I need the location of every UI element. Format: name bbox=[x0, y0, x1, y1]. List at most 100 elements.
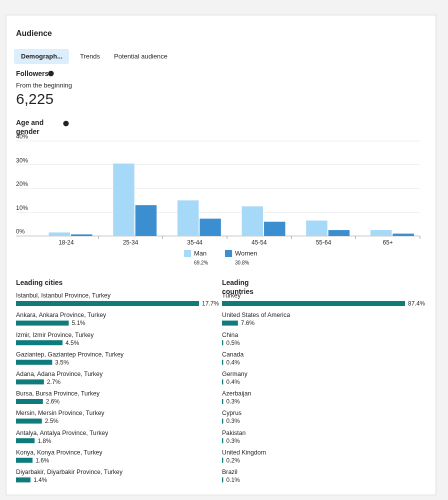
bar bbox=[135, 205, 157, 236]
legend-label: Man bbox=[194, 251, 207, 258]
active-tab-bg[interactable] bbox=[14, 49, 69, 64]
bar bbox=[177, 200, 199, 236]
list-name: Canada bbox=[222, 351, 244, 358]
legend-swatch bbox=[184, 250, 191, 257]
list-value: 0.3% bbox=[226, 400, 240, 406]
legend-swatch bbox=[225, 250, 232, 257]
list-value: 0.2% bbox=[226, 458, 240, 464]
list-bar bbox=[222, 399, 224, 404]
y-tick-label: 10% bbox=[16, 206, 29, 212]
list-name: Izmir, Izmir Province, Turkey bbox=[16, 332, 95, 339]
tab[interactable]: Trends bbox=[80, 54, 101, 61]
list-name: Brazil bbox=[222, 469, 237, 476]
list-bar bbox=[16, 438, 35, 444]
bar bbox=[48, 232, 71, 236]
list-value: 0.4% bbox=[226, 360, 240, 366]
bar bbox=[370, 230, 392, 236]
list-bar bbox=[222, 340, 224, 346]
x-tick-label: 65+ bbox=[383, 241, 394, 247]
tab[interactable]: Potential audience bbox=[114, 54, 168, 61]
list-value: 0.4% bbox=[226, 380, 240, 386]
list-name: United Kingdom bbox=[222, 449, 266, 456]
list-value: 0.3% bbox=[226, 419, 240, 425]
list-bar bbox=[16, 359, 53, 365]
chart-title: Age and gender bbox=[16, 120, 44, 136]
legend-share: 69.2% bbox=[194, 260, 209, 266]
list-value: 7.6% bbox=[241, 321, 255, 327]
bar bbox=[71, 234, 93, 236]
list-value: 87.4% bbox=[408, 302, 426, 308]
list-name: Ankara, Ankara Province, Turkey bbox=[16, 312, 107, 319]
list-value: 1.6% bbox=[36, 458, 50, 464]
list-value: 17.7% bbox=[202, 302, 220, 308]
y-tick-label: 30% bbox=[16, 158, 29, 164]
list-value: 1.8% bbox=[38, 439, 52, 445]
list-bar bbox=[16, 477, 31, 483]
list-name: China bbox=[222, 332, 239, 339]
bar bbox=[328, 230, 350, 236]
list-name: Turkey bbox=[222, 293, 242, 300]
list-name: Diyarbakir, Diyarbakir Province, Turkey bbox=[16, 469, 124, 476]
list-value: 3.5% bbox=[55, 360, 69, 366]
x-tick-label: 45-54 bbox=[251, 241, 267, 247]
legend-label: Women bbox=[235, 251, 258, 258]
info-icon[interactable] bbox=[48, 70, 54, 77]
bar bbox=[306, 220, 328, 236]
list-bar bbox=[16, 418, 42, 424]
bar bbox=[113, 163, 135, 236]
list-bar bbox=[222, 359, 224, 365]
list-value: 1.4% bbox=[33, 478, 47, 484]
list-bar bbox=[16, 340, 63, 346]
list-value: 4.5% bbox=[66, 341, 80, 347]
list-value: 2.6% bbox=[46, 400, 60, 406]
list-name: Germany bbox=[222, 371, 248, 378]
info-icon[interactable] bbox=[63, 120, 69, 127]
y-tick-label: 0% bbox=[16, 230, 25, 236]
list-title: Leading cities bbox=[16, 280, 63, 287]
list-value: 0.1% bbox=[226, 478, 240, 484]
list-bar bbox=[222, 320, 238, 326]
list-bar bbox=[16, 379, 44, 385]
list-name: Istanbul, Istanbul Province, Turkey bbox=[16, 293, 111, 300]
list-name: Pakistan bbox=[222, 430, 246, 437]
list-name: Konya, Konya Province, Turkey bbox=[16, 449, 103, 456]
list-bar bbox=[16, 301, 199, 306]
x-tick-label: 18-24 bbox=[58, 241, 74, 247]
list-bar bbox=[222, 457, 224, 463]
list-value: 2.5% bbox=[45, 419, 59, 425]
list-name: Bursa, Bursa Province, Turkey bbox=[16, 391, 100, 398]
list-name: Cyprus bbox=[222, 410, 242, 417]
list-value: 0.5% bbox=[226, 341, 240, 347]
list-bar bbox=[222, 477, 224, 483]
section-title: Audience bbox=[16, 29, 53, 38]
list-name: Mersin, Mersin Province, Turkey bbox=[16, 410, 105, 417]
x-tick-label: 25-34 bbox=[123, 241, 139, 247]
list-name: Adana, Adana Province, Turkey bbox=[16, 371, 104, 378]
list-name: United States of America bbox=[222, 312, 291, 319]
list-name: Gaziantep, Gaziantep Province, Turkey bbox=[16, 351, 125, 358]
list-bar bbox=[222, 379, 224, 385]
countries-title: Leading countries bbox=[222, 280, 254, 296]
bar bbox=[264, 221, 286, 236]
legend-share: 30.8% bbox=[235, 260, 250, 266]
list-bar bbox=[222, 418, 224, 424]
card bbox=[5, 14, 437, 496]
list-bar bbox=[222, 301, 405, 306]
list-bar bbox=[16, 399, 43, 404]
list-name: Antalya, Antalya Province, Turkey bbox=[16, 430, 109, 437]
list-bar bbox=[222, 438, 224, 444]
x-tick-label: 35-44 bbox=[187, 241, 203, 247]
followers-title: Followers bbox=[16, 71, 49, 78]
list-value: 0.3% bbox=[226, 439, 240, 445]
bar bbox=[199, 218, 221, 236]
tab[interactable]: Demograph... bbox=[21, 54, 63, 61]
y-tick-label: 20% bbox=[16, 182, 29, 188]
bar bbox=[241, 206, 264, 236]
x-tick-label: 55-64 bbox=[316, 241, 332, 247]
followers-count: 6,225 bbox=[16, 91, 54, 108]
bar bbox=[392, 233, 414, 236]
list-value: 5.1% bbox=[72, 321, 86, 327]
followers-subtitle: From the beginning bbox=[16, 83, 72, 90]
